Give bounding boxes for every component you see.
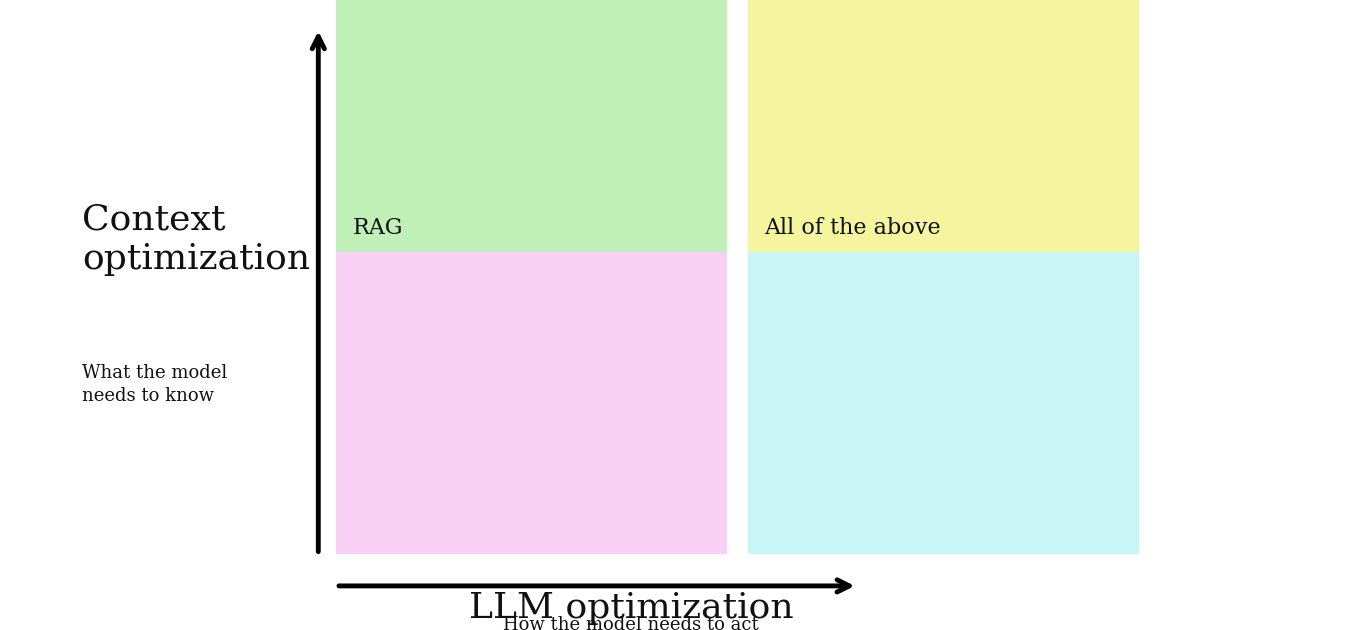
Text: Context
optimization: Context optimization (82, 203, 310, 276)
FancyBboxPatch shape (748, 202, 1139, 554)
Text: How the model needs to act: How the model needs to act (504, 616, 759, 630)
Text: LLM optimization: LLM optimization (469, 591, 793, 625)
FancyBboxPatch shape (748, 0, 1139, 252)
FancyBboxPatch shape (336, 202, 727, 554)
Text: RAG: RAG (353, 217, 403, 239)
Text: All of the above: All of the above (764, 217, 941, 239)
Text: What the model
needs to know: What the model needs to know (82, 364, 228, 405)
FancyBboxPatch shape (336, 0, 727, 252)
